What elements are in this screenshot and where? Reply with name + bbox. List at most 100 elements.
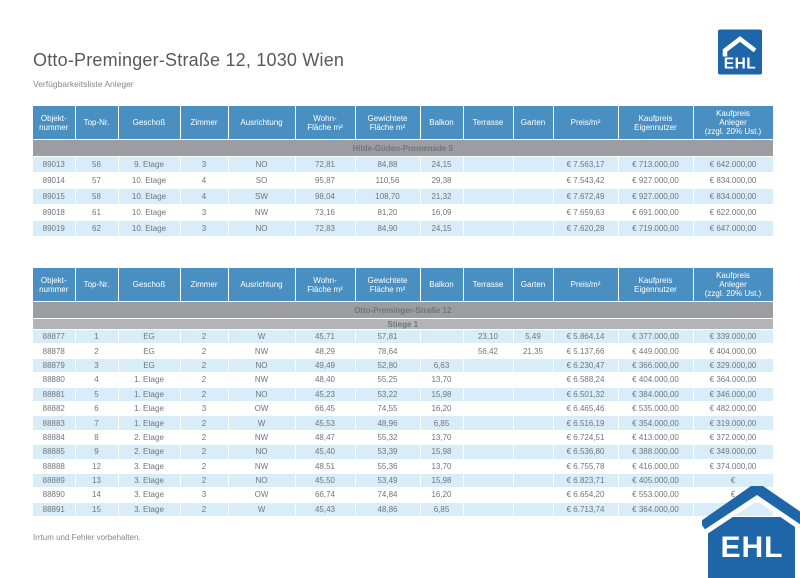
table-cell: € 713.000,00 [618,156,694,173]
availability-list-page: { "header": { "title": "Otto-Preminger-S… [33,29,800,578]
table-row: 89015 58 10. Etage 4 SW 98,04 108,70 21,32 € 7.6… [33,188,774,205]
house-roof-inner-icon [702,494,800,536]
table-cell [420,329,464,345]
table-cell [463,188,514,205]
table-cell: 49,49 [295,358,356,374]
table-cell: 88884 [33,430,76,446]
table-cell: € 719.000,00 [618,220,694,237]
column-header: Ausrichtung [228,268,296,302]
table-cell: € 354.000,00 [618,415,694,431]
table-cell: 110,56 [355,172,421,189]
table-cell: € 535.000,00 [618,401,694,417]
table-cell: 2 [180,444,229,460]
table-cell: 3. Etage [118,473,181,489]
table-cell: 45,50 [295,473,356,489]
table-row: 89013 56 9. Etage 3 NO 72,81 84,88 24,15 € 7.563… [33,156,774,173]
table-cell: € 384.000,00 [618,387,694,402]
table-cell [463,156,514,173]
column-header: Zimmer [180,106,229,140]
table-cell: € 691.000,00 [618,204,694,221]
table-cell: 88880 [33,372,76,388]
table-cell: 55,36 [355,459,421,474]
table-cell: NO [228,358,296,374]
table-cell: € 319.000,00 [693,415,774,431]
table-cell [513,156,554,173]
table-cell: 45,53 [295,415,356,431]
house-roof-icon [722,36,757,57]
logo-text: EHL [721,531,784,564]
column-header: Zimmer [180,268,229,302]
table-cell: € 364.000,00 [618,502,694,518]
table-cell: 108,70 [355,188,421,205]
table-cell: 73,16 [295,204,356,221]
table-cell: 53,39 [355,444,421,460]
table-cell [463,444,514,460]
table-cell: 89014 [33,172,76,189]
table-cell: NO [228,444,296,460]
table-cell [463,473,514,489]
column-header: Kaufpreis Anleger (zzgl. 20% Ust.) [693,268,774,302]
table-cell: € 7.659,63 [553,204,619,221]
column-header: Top-Nr. [75,106,119,140]
table-cell: 16,20 [420,487,464,503]
table-cell: 88888 [33,459,76,474]
table-cell [463,502,514,518]
table-row: 88880 4 1. Etage 2 NW 48,40 55,25 13,70 € 6.588,… [33,372,774,388]
table-cell: 81,20 [355,204,421,221]
table-cell: 88877 [33,329,76,345]
table-row: 88877 1 EG 2 W 45,71 57,81 23,10 5,49 € 5.864,14 €… [33,329,774,345]
table-cell: € 405.000,00 [618,473,694,489]
table-cell: 89013 [33,156,76,173]
table-cell: 3 [180,204,229,221]
table-row: 88881 5 1. Etage 2 NO 45,23 53,22 15,98 € 6.501,… [33,387,774,402]
table-cell: 45,40 [295,444,356,460]
table-cell: 58 [75,188,119,205]
table-cell: 74,84 [355,487,421,503]
table-cell [463,358,514,374]
table-cell: NW [228,430,296,446]
column-header: Preis/m² [553,268,619,302]
table-cell: NW [228,459,296,474]
column-header: Balkon [420,268,464,302]
table-cell: € 404.000,00 [693,343,774,359]
table-cell: € 6.654,20 [553,487,619,503]
column-header: Garten [513,268,554,302]
table-cell: 53,22 [355,387,421,402]
table-row: 88882 6 1. Etage 3 OW 66,45 74,55 16,20 € 6.465,… [33,401,774,417]
table-cell: SW [228,188,296,205]
table-cell: 24,15 [420,220,464,237]
table-cell: € 5.137,66 [553,343,619,359]
table-cell: 2 [180,473,229,489]
table-cell: 48,96 [355,415,421,431]
table-cell: 45,71 [295,329,356,345]
table-cell: 57 [75,172,119,189]
table-cell: 88878 [33,343,76,359]
table-cell: € 6.588,24 [553,372,619,388]
column-header: Balkon [420,106,464,140]
table-cell: 72,81 [295,156,356,173]
table-cell: 8 [75,430,119,446]
table-cell: 4 [75,372,119,388]
table-cell: 48,51 [295,459,356,474]
table-cell: 2 [180,343,229,359]
column-header: Objekt- nummer [33,106,76,140]
table-cell: OW [228,401,296,417]
page-subtitle: Verfügbarkeitsliste Anleger [33,79,134,89]
table-cell: 15 [75,502,119,518]
table-cell: 88883 [33,415,76,431]
table-cell: 84,90 [355,220,421,237]
table-cell [463,172,514,189]
table-cell: 78,64 [355,343,421,359]
column-header: Terrasse [463,106,514,140]
table-cell: 2 [180,358,229,374]
table-cell [513,387,554,402]
column-header: Gewichtete Fläche m² [355,106,421,140]
table-cell: € 647.000,00 [693,220,774,237]
table-cell: 2 [75,343,119,359]
table-cell: € 366.000,00 [618,358,694,374]
column-header: Preis/m² [553,106,619,140]
table-cell [513,220,554,237]
table-cell: 1 [75,329,119,345]
table-cell: 56,42 [463,343,514,359]
table-cell: € 6.713,74 [553,502,619,518]
